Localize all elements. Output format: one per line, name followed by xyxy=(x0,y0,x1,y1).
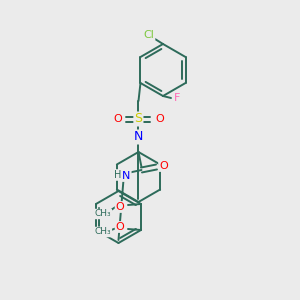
Text: CH₃: CH₃ xyxy=(95,227,111,236)
Text: O: O xyxy=(155,114,164,124)
Text: N: N xyxy=(122,171,131,181)
Text: S: S xyxy=(134,112,142,125)
Text: Cl: Cl xyxy=(144,30,154,40)
Text: O: O xyxy=(116,222,124,232)
Text: N: N xyxy=(134,130,143,143)
Text: H: H xyxy=(114,170,121,180)
Text: O: O xyxy=(159,161,168,171)
Text: O: O xyxy=(116,202,124,212)
Text: CH₃: CH₃ xyxy=(95,209,111,218)
Text: O: O xyxy=(113,114,122,124)
Text: F: F xyxy=(174,93,180,103)
